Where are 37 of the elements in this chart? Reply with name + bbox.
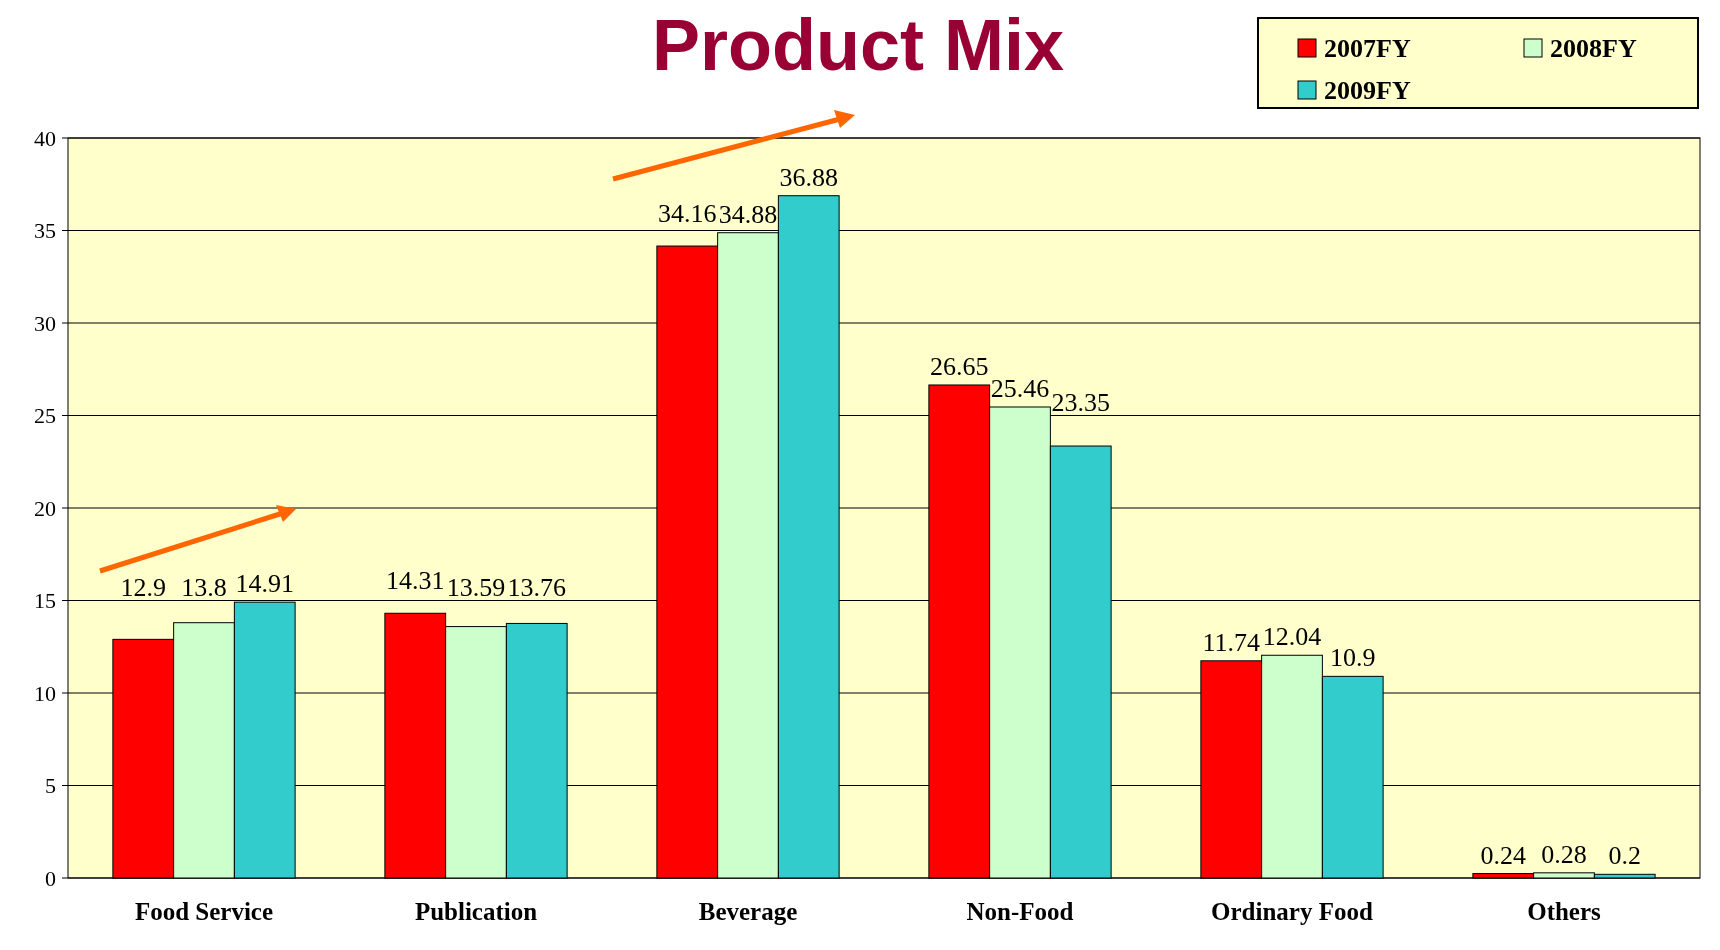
x-tick-label: Food Service <box>134 898 274 925</box>
y-tick-label: 10 <box>34 680 56 706</box>
data-label: 14.91 <box>235 569 294 599</box>
data-label: 26.65 <box>930 351 989 381</box>
y-tick-label: 35 <box>34 218 56 244</box>
data-label: 12.04 <box>1262 622 1322 652</box>
data-label: 0.24 <box>1480 840 1526 870</box>
data-label: 13.59 <box>446 572 506 602</box>
y-tick-label: 15 <box>34 588 56 614</box>
data-label: 25.46 <box>990 373 1050 403</box>
y-tick-label: 25 <box>34 403 56 429</box>
data-label: 12.9 <box>120 572 166 602</box>
data-label: 13.76 <box>507 572 566 602</box>
y-tick-label: 20 <box>34 495 56 521</box>
y-tick-label: 40 <box>34 125 56 151</box>
legend-label: 2007FY <box>1324 34 1411 64</box>
y-tick-label: 30 <box>34 310 56 336</box>
data-label: 11.74 <box>1202 627 1261 657</box>
x-tick-label: Beverage <box>698 898 798 925</box>
data-label: 34.16 <box>658 199 717 229</box>
data-label: 0.2 <box>1608 841 1641 871</box>
legend-label: 2009FY <box>1324 76 1411 106</box>
data-label: 10.9 <box>1330 643 1376 673</box>
x-tick-label: Others <box>1527 898 1602 925</box>
y-tick-label: 0 <box>45 865 56 891</box>
data-label: 13.8 <box>181 572 227 602</box>
data-label: 23.35 <box>1051 387 1110 417</box>
x-tick-label: Publication <box>414 898 538 925</box>
legend-label: 2008FY <box>1550 34 1637 64</box>
chart-title: Product Mix <box>651 5 1065 85</box>
y-tick-label: 5 <box>45 773 56 799</box>
data-label: 34.88 <box>718 199 778 229</box>
data-label: 36.88 <box>779 162 838 192</box>
x-tick-label: Non-Food <box>966 898 1074 925</box>
x-tick-label: Ordinary Food <box>1211 898 1373 925</box>
data-label: 14.31 <box>386 566 445 596</box>
data-label: 0.28 <box>1541 839 1587 869</box>
